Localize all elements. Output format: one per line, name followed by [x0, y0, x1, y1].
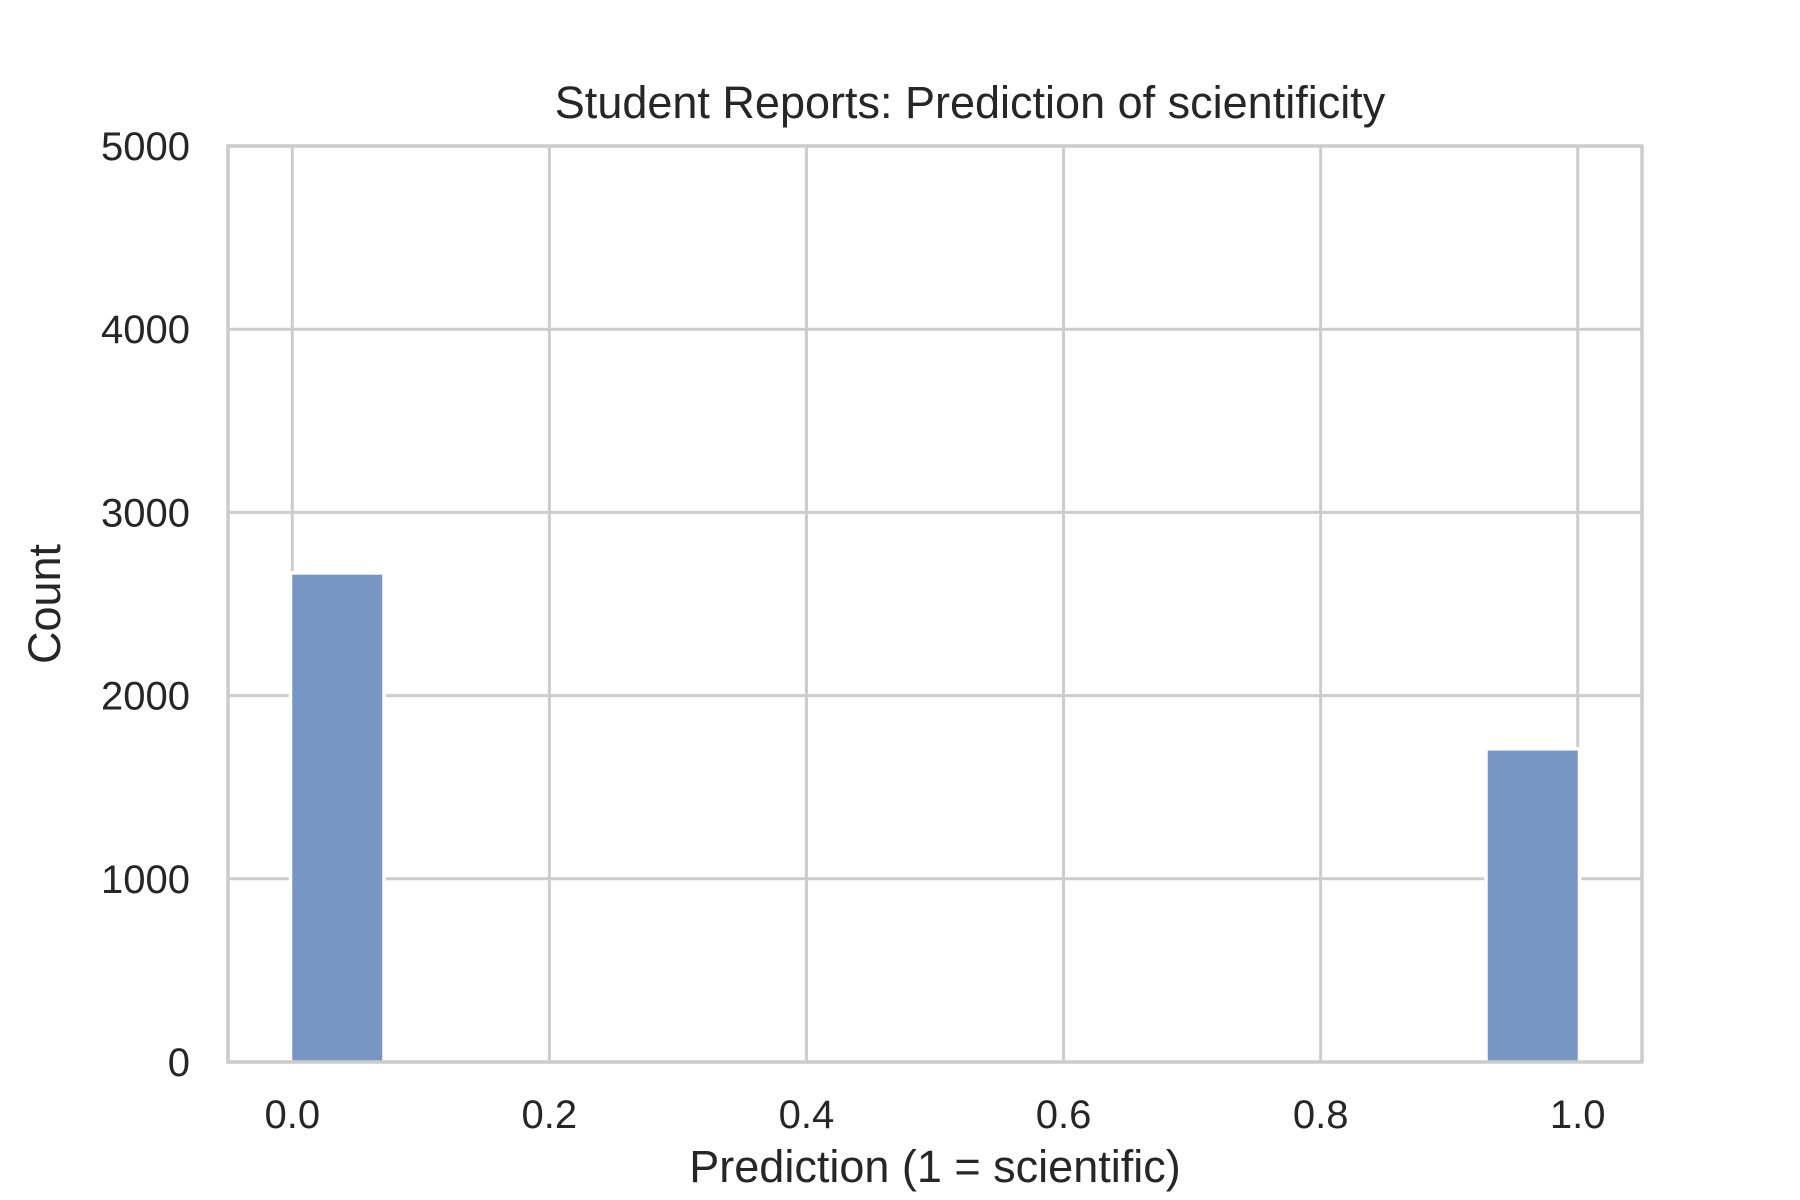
y-tick-label: 4000	[101, 308, 190, 352]
x-tick-label: 0.2	[522, 1093, 578, 1137]
grid	[228, 146, 1642, 1062]
histogram-bar	[288, 571, 386, 1066]
plot-frame	[226, 144, 1644, 1064]
x-tick-label: 0.6	[1036, 1093, 1092, 1137]
x-axis-label: Prediction (1 = scientific)	[689, 1141, 1180, 1192]
y-tick-label: 5000	[101, 125, 190, 169]
x-axis-ticks: 0.0 0.2 0.4 0.6 0.8 1.0	[264, 1093, 1605, 1137]
y-tick-label: 1000	[101, 858, 190, 902]
y-tick-label: 0	[168, 1041, 190, 1085]
y-tick-label: 3000	[101, 491, 190, 535]
x-tick-label: 0.8	[1293, 1093, 1349, 1137]
chart-title: Student Reports: Prediction of scientifi…	[555, 77, 1386, 128]
y-axis-ticks: 0 1000 2000 3000 4000 5000	[101, 125, 190, 1085]
x-tick-label: 1.0	[1550, 1093, 1606, 1137]
x-tick-label: 0.4	[779, 1093, 835, 1137]
histogram-bar	[1484, 747, 1582, 1066]
y-axis-label: Count	[19, 543, 70, 664]
x-tick-label: 0.0	[264, 1093, 320, 1137]
bars	[288, 571, 1582, 1066]
y-tick-label: 2000	[101, 675, 190, 719]
